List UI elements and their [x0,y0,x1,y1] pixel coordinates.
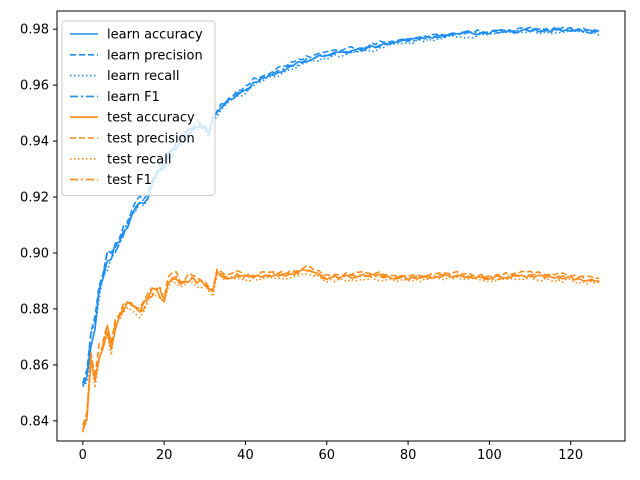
legend-label: learn F1 [107,90,160,105]
axis-ticks: 0 20 40 60 80 100 120 0.84 0.86 0.88 0.90 0.92 0.94 0… [20,23,583,463]
y-tick-label: 0.92 [20,191,49,206]
x-tick-label: 40 [237,448,254,463]
y-tick-label: 0.98 [20,23,49,38]
legend-label: test recall [107,152,172,167]
legend-label: learn precision [107,48,203,63]
y-tick-label: 0.90 [20,246,49,261]
y-tick-label: 0.84 [20,414,49,429]
y-tick-label: 0.94 [20,135,49,150]
plot-area-frame [56,10,626,442]
y-tick-label: 0.86 [20,358,49,373]
y-tick-label: 0.88 [20,302,49,317]
x-tick-label: 80 [400,448,417,463]
series-line-test-recall [82,273,600,433]
legend-box [61,20,216,196]
legend-label: learn accuracy [107,28,203,43]
x-tick-label: 100 [477,448,502,463]
legend: learn accuracy learn precision learn recal… [61,20,216,196]
series-line-test-f1 [82,268,600,432]
x-tick-label: 0 [79,448,87,463]
series-line-test-precision [82,264,600,426]
legend-label: test precision [107,132,195,147]
x-tick-label: 120 [558,448,583,463]
legend-label: test accuracy [107,111,195,126]
legend-label: test F1 [107,173,152,188]
x-tick-label: 60 [318,448,335,463]
legend-label: learn recall [107,69,179,84]
x-tick-label: 20 [156,448,173,463]
y-tick-label: 0.96 [20,79,49,94]
